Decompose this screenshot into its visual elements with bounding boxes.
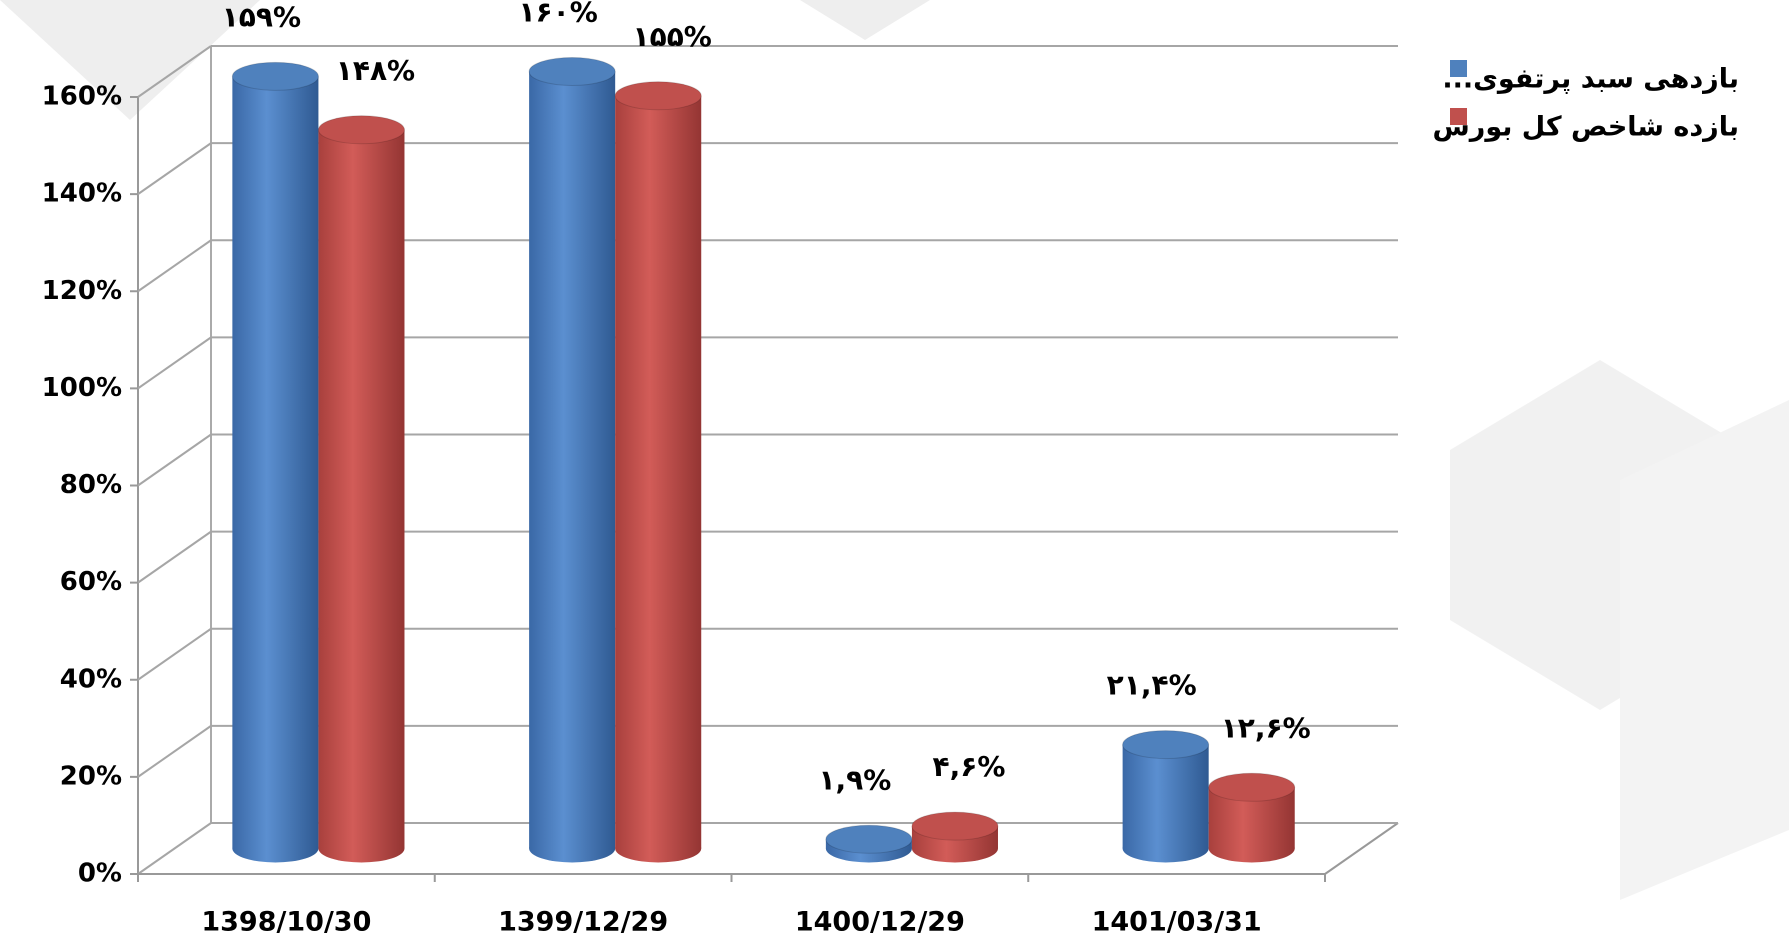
cylinder-top xyxy=(1122,730,1210,760)
y-tick-label: 140% xyxy=(42,179,122,209)
value-label: ۱۵۵% xyxy=(633,20,712,53)
y-tick-label: 80% xyxy=(60,470,122,500)
bg-shape xyxy=(1620,400,1789,900)
value-label: ۴,۶% xyxy=(933,750,1006,783)
grid-line-side xyxy=(137,530,212,584)
x-tick-label: 1401/03/31 xyxy=(1092,907,1262,938)
legend-swatch xyxy=(1450,60,1467,77)
grid-line-side xyxy=(137,45,212,98)
value-label: ۱۵۹% xyxy=(222,0,301,33)
cylinder xyxy=(614,81,702,863)
plot-area: 0% 20% 40% 60% 80% 100% 120% 140% 160% 1398/10/30… xyxy=(42,0,1739,938)
y-tick-label: 100% xyxy=(42,373,122,403)
grid-line-side xyxy=(137,725,212,778)
bar xyxy=(615,95,702,849)
cylinder xyxy=(1208,772,1296,863)
value-label: ۲۱,۴% xyxy=(1107,669,1197,702)
y-tick-label: 60% xyxy=(60,567,122,597)
bar xyxy=(318,129,405,849)
y-tick-label: 20% xyxy=(60,761,122,791)
cylinder-top xyxy=(231,61,319,91)
x-tick-label: 1399/12/29 xyxy=(498,907,668,938)
legend-label: بازده شاخص کل بورس xyxy=(1433,112,1739,143)
grid-line-side xyxy=(137,336,212,390)
floor-right-edge xyxy=(1324,822,1399,875)
bar xyxy=(232,76,319,849)
cylinder-top xyxy=(825,824,913,854)
grid-line-side xyxy=(137,433,212,487)
bg-shape xyxy=(0,0,260,120)
y-tick-label: 0% xyxy=(78,859,122,889)
value-label: ۱۴۸% xyxy=(336,54,415,87)
cylinder xyxy=(231,61,319,863)
cylinder xyxy=(911,811,999,863)
legend-label: بازدهی سبد پرتفوی... xyxy=(1442,64,1739,95)
legend-swatch xyxy=(1450,108,1467,125)
bar xyxy=(1122,744,1209,849)
value-label: ۱۶۰% xyxy=(518,0,597,29)
bg-shape xyxy=(800,0,930,40)
x-tick-label: 1398/10/30 xyxy=(201,907,371,938)
value-label: ۱,۹% xyxy=(818,763,891,796)
x-tick-label: 1400/12/29 xyxy=(795,907,965,938)
cylinder-top xyxy=(317,115,405,145)
bar xyxy=(529,71,616,849)
grid-line-side xyxy=(137,142,212,195)
y-tick-label: 160% xyxy=(42,82,122,112)
cylinder xyxy=(317,115,405,863)
value-label: ۱۲,۶% xyxy=(1221,711,1311,744)
y-tick-label: 40% xyxy=(60,664,122,694)
cylinder xyxy=(1122,730,1210,863)
grid-line-side xyxy=(137,627,212,681)
y-tick-label: 120% xyxy=(42,276,122,306)
cylinder xyxy=(825,824,913,863)
cylinder-top xyxy=(528,57,616,86)
grid-line-side xyxy=(137,822,212,875)
cylinder-top xyxy=(1208,772,1296,802)
cylinder-top xyxy=(614,81,702,111)
background xyxy=(0,0,1789,900)
cylinder-top xyxy=(911,811,999,841)
cylinder xyxy=(528,57,616,863)
grid-line-side xyxy=(137,239,212,293)
